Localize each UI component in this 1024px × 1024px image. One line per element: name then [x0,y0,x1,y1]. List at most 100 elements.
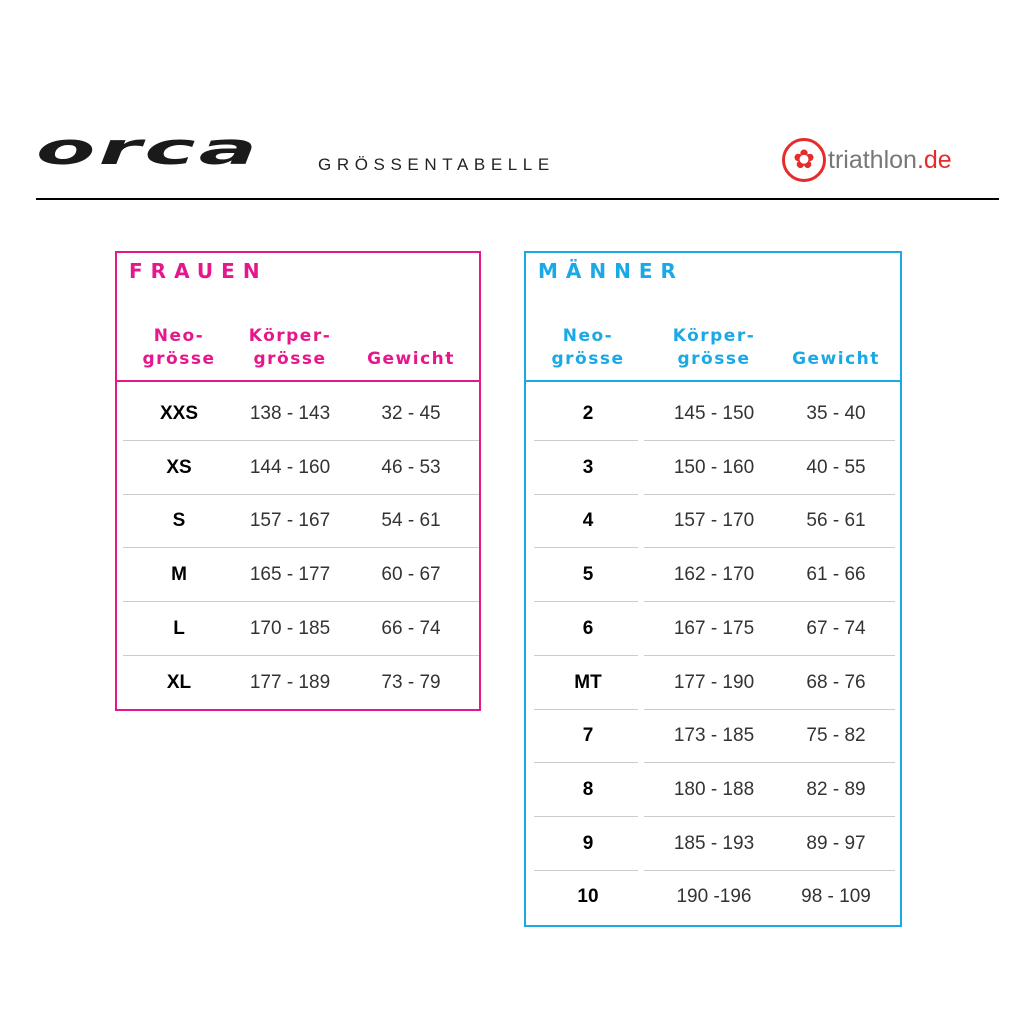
height-cell: 170 - 185 [249,617,331,639]
height-cell: 138 - 143 [249,403,331,424]
weight-cell: 67 - 74 [806,617,866,639]
orca-logo: orca [36,124,261,175]
hibiscus-icon: ✿ [782,138,826,182]
table-row: 6 167 - 175 67 - 74 [526,602,900,656]
height-cell: 144 - 160 [249,456,331,478]
table-row: XS 144 - 160 46 - 53 [117,441,479,495]
row-divider [644,762,895,764]
row-divider [644,654,895,656]
size-cell: 6 [582,617,594,639]
height-cell: 177 - 189 [249,671,331,693]
weight-cell: 89 - 97 [806,832,866,854]
table-row: 5 162 - 170 61 - 66 [526,548,900,603]
weight-cell: 73 - 79 [381,671,441,693]
partner-name: triathlon.de [828,145,952,174]
weight-cell: 40 - 55 [806,456,866,478]
row-divider [534,762,638,764]
header-divider [526,380,900,382]
size-cell: XS [166,456,192,478]
table-row: L 170 - 185 66 - 74 [117,602,479,656]
table-row: 10 190 -196 98 - 109 [526,870,900,924]
size-cell: XXS [159,403,199,424]
weight-cell: 56 - 61 [806,510,866,532]
row-divider [644,493,895,495]
size-cell: MT [574,671,602,693]
page-title: GRÖSSENTABELLE [318,155,555,174]
triathlon-logo: ✿ triathlon.de [782,138,952,182]
size-cell: 5 [582,564,594,586]
row-divider [123,493,479,495]
row-divider [534,654,638,656]
weight-cell: 54 - 61 [381,510,441,532]
size-cell: 10 [577,886,599,908]
table-row: 3 150 - 160 40 - 55 [526,441,900,495]
height-cell: 190 -196 [676,886,752,908]
women-size-table: FRAUEN Neo- grösse Körper- grösse Gewicht XX… [115,251,481,711]
height-cell: 162 - 170 [673,564,755,586]
table-row: MT 177 - 190 68 - 76 [526,656,900,710]
row-divider [644,708,895,710]
row-divider [123,601,479,603]
weight-cell: 46 - 53 [381,456,441,478]
size-cell: 2 [582,403,594,424]
height-cell: 150 - 160 [673,456,755,478]
row-divider [644,547,895,549]
row-divider [534,869,638,871]
row-divider [644,440,895,441]
men-title: MÄNNER [538,259,684,283]
men-size-table: MÄNNER Neo- grösse Körper- grösse Gewicht 2 1… [524,251,902,927]
table-row: XXS 138 - 143 32 - 45 [117,387,479,441]
size-cell: 3 [582,456,594,478]
size-cell: XL [166,671,192,693]
row-divider [534,815,638,817]
weight-cell: 98 - 109 [801,886,871,908]
row-divider [534,601,638,603]
column-header: Neo- grösse [142,326,216,369]
height-cell: 157 - 170 [673,510,755,532]
table-row: 4 157 - 170 56 - 61 [526,494,900,549]
row-divider [123,547,479,549]
height-cell: 180 - 188 [673,778,755,800]
row-divider [534,547,638,549]
size-cell: S [172,510,186,532]
weight-cell: 75 - 82 [806,725,866,747]
weight-cell: 60 - 67 [381,564,441,586]
table-row: S 157 - 167 54 - 61 [117,494,479,549]
weight-cell: 82 - 89 [806,778,866,800]
height-cell: 185 - 193 [673,832,755,854]
column-header: Körper- grösse [672,326,756,369]
header-divider [36,198,999,200]
table-row: 9 185 - 193 89 - 97 [526,817,900,871]
weight-cell: 61 - 66 [806,564,866,586]
size-cell: 8 [582,778,594,800]
weight-cell: 68 - 76 [806,671,866,693]
height-cell: 165 - 177 [249,564,331,586]
row-divider [534,493,638,495]
size-cell: L [173,617,185,639]
weight-cell: 66 - 74 [381,617,441,639]
size-cell: 9 [582,832,594,854]
height-cell: 173 - 185 [673,725,755,747]
row-divider [123,654,479,656]
height-cell: 157 - 167 [249,510,331,532]
table-row: 7 173 - 185 75 - 82 [526,709,900,764]
size-cell: 7 [582,725,594,747]
size-cell: M [171,564,187,586]
table-row: XL 177 - 189 73 - 79 [117,656,479,710]
column-header: Gewicht [367,349,455,369]
row-divider [534,708,638,710]
row-divider [644,869,895,871]
row-divider [123,440,479,441]
height-cell: 177 - 190 [673,671,755,693]
row-divider [534,440,638,441]
size-cell: 4 [582,510,594,532]
column-header: Körper- grösse [248,326,332,369]
height-cell: 167 - 175 [673,617,755,639]
row-divider [644,601,895,603]
women-title: FRAUEN [129,259,268,283]
row-divider [644,815,895,817]
column-header: Neo- grösse [551,326,625,369]
weight-cell: 32 - 45 [381,403,441,424]
column-header: Gewicht [792,349,880,369]
table-row: 8 180 - 188 82 - 89 [526,763,900,817]
